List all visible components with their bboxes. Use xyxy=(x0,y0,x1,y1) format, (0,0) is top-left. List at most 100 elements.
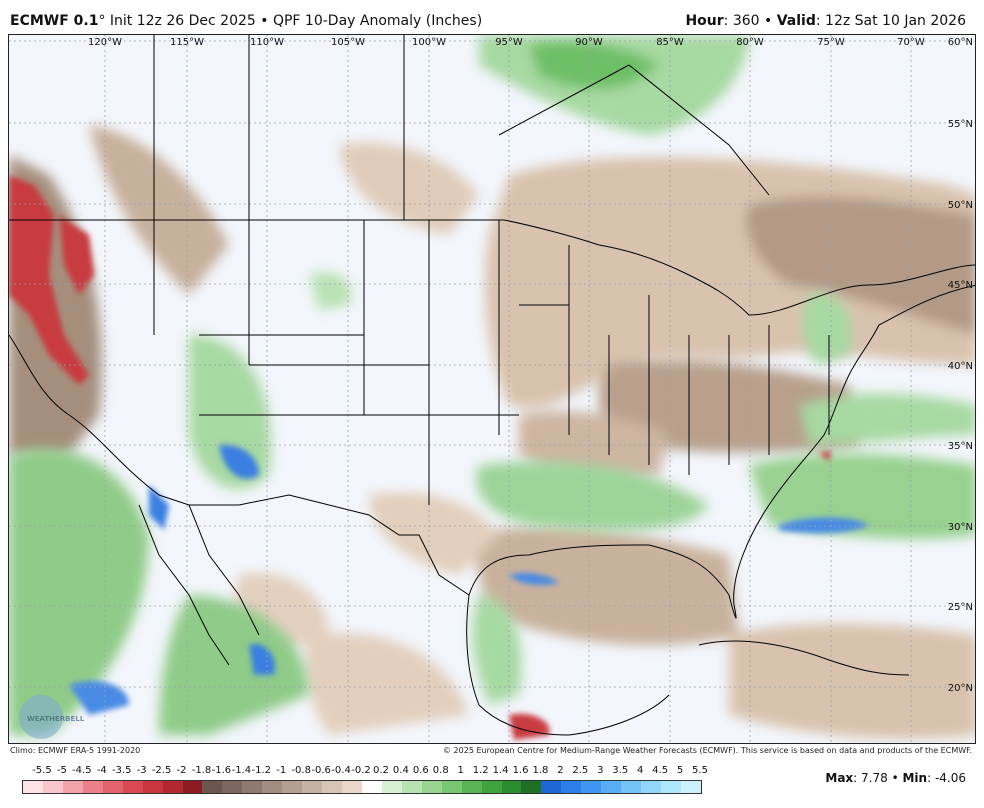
colorbar-tick-label: 5.5 xyxy=(692,765,708,776)
lat-label: 50°N xyxy=(948,200,973,211)
colorbar-swatch xyxy=(441,781,462,793)
colorbar-swatch xyxy=(202,781,223,793)
colorbar-swatch xyxy=(62,781,83,793)
gulf-coastline xyxy=(466,594,670,736)
colorbar-swatch xyxy=(461,781,482,793)
valid-value: : 12z Sat 10 Jan 2026 xyxy=(815,13,966,29)
great-lakes-border xyxy=(503,219,975,316)
canada-province-borders xyxy=(153,35,770,220)
colorbar-swatch xyxy=(282,781,303,793)
graticule xyxy=(9,35,975,743)
lat-label: 35°N xyxy=(948,441,973,452)
lon-label: 115°W xyxy=(170,37,204,48)
colorbar-tick-label: 1 xyxy=(457,765,464,776)
colorbar-tick-label: -5.5 xyxy=(32,765,52,776)
map-panel[interactable]: 120°W 115°W 110°W 105°W 100°W 95°W 90°W … xyxy=(8,34,976,744)
copyright-credit: © 2025 European Centre for Medium-Range … xyxy=(443,746,972,755)
colorbar-tick-label: -0.4 xyxy=(331,765,351,776)
colorbar-swatch xyxy=(142,781,163,793)
colorbar-tick-label: -1 xyxy=(276,765,287,776)
max-label: Max xyxy=(825,771,854,785)
min-label: Min xyxy=(902,771,928,785)
lon-label: 110°W xyxy=(250,37,284,48)
colorbar-tick-label: 1.2 xyxy=(472,765,489,776)
valid-label: Valid xyxy=(776,13,816,29)
colorbar-swatch xyxy=(82,781,103,793)
title-separator: • xyxy=(260,13,269,29)
lon-label: 100°W xyxy=(412,37,446,48)
lon-label: 95°W xyxy=(495,37,523,48)
valid-separator: • xyxy=(764,13,773,29)
cuba-outline xyxy=(698,640,910,676)
colorbar-swatch xyxy=(42,781,63,793)
boundaries xyxy=(9,35,975,736)
colorbar-swatch xyxy=(680,781,701,793)
hour-value: : 360 xyxy=(723,13,760,29)
lon-label: 85°W xyxy=(656,37,684,48)
colorbar-swatch xyxy=(481,781,502,793)
lat-label: 25°N xyxy=(948,602,973,613)
longitude-labels: 120°W 115°W 110°W 105°W 100°W 95°W 90°W … xyxy=(88,37,925,48)
state-borders xyxy=(153,220,830,505)
lon-label: 90°W xyxy=(575,37,603,48)
colorbar-tick-label: 1.6 xyxy=(512,765,529,776)
baja-peninsula xyxy=(138,504,260,666)
colorbar-swatch xyxy=(102,781,123,793)
colorbar-swatch xyxy=(381,781,402,793)
colorbar-tick-label: 0.8 xyxy=(432,765,449,776)
colorbar-tick-label: 5 xyxy=(676,765,684,776)
colorbar-tick-label: 0.2 xyxy=(372,765,389,776)
us-mexico-border xyxy=(9,334,470,596)
degree-symbol: ° xyxy=(98,13,106,29)
lon-label: 105°W xyxy=(331,37,365,48)
wet-anomaly-fields xyxy=(9,35,975,735)
lat-label: 45°N xyxy=(948,280,973,291)
colorbar-tick-label: -2 xyxy=(176,765,187,776)
stats-separator: • xyxy=(891,771,899,785)
colorbar-tick-label: 4 xyxy=(636,765,644,776)
colorbar-swatch xyxy=(242,781,263,793)
init-time: Init 12z 26 Dec 2025 xyxy=(109,13,256,29)
colorbar-swatch xyxy=(23,781,43,793)
colorbar-swatch xyxy=(262,781,283,793)
product-name: QPF 10-Day Anomaly (Inches) xyxy=(272,13,483,29)
colorbar-swatch xyxy=(322,781,342,793)
colorbar-tick-label: 3.5 xyxy=(612,765,629,776)
colorbar-tick-label: -4 xyxy=(96,765,107,776)
colorbar-tick-label: -2.5 xyxy=(151,765,172,776)
intense-anomaly-blobs xyxy=(9,175,869,740)
colorbar-swatch xyxy=(302,781,323,793)
lat-label: 20°N xyxy=(948,683,973,694)
colorbar-swatch xyxy=(342,781,362,793)
colorbar-tick-label: -0.8 xyxy=(291,765,311,776)
colorbar-tick-label: -1.6 xyxy=(211,765,232,776)
colorbar-swatch xyxy=(661,781,681,793)
lat-label: 30°N xyxy=(948,522,973,533)
colorbar-swatch xyxy=(222,781,243,793)
colorbar-tick-label: -0.6 xyxy=(311,765,331,776)
max-min-stats: Max: 7.78 • Min: -4.06 xyxy=(825,771,966,785)
lat-label: 55°N xyxy=(948,119,973,130)
colorbar-swatch xyxy=(521,781,542,793)
lat-label: 60°N xyxy=(948,37,973,48)
lon-label: 70°W xyxy=(897,37,925,48)
colorbar-labels: -5.5 -5 -4.5 -4 -3.5 -3 -2.5 -2 -1.8 -1.6 -1.4 -1.2… xyxy=(22,765,708,777)
model-name: ECMWF 0.1 xyxy=(10,13,99,29)
colorbar-tick-label: -1.8 xyxy=(191,765,212,776)
colorbar-tick-label: 1.4 xyxy=(492,765,509,776)
lon-label: 80°W xyxy=(736,37,764,48)
colorbar-swatch xyxy=(641,781,661,793)
lon-label: 75°W xyxy=(817,37,845,48)
map-title: ECMWF 0.1° Init 12z 26 Dec 2025 • QPF 10… xyxy=(10,13,482,29)
colorbar xyxy=(22,780,702,794)
climo-credit: Climo: ECMWF ERA-5 1991-2020 xyxy=(10,746,141,755)
colorbar-swatch xyxy=(561,781,582,793)
colorbar-tick-label: 4.5 xyxy=(652,765,669,776)
colorbar-swatch xyxy=(541,781,562,793)
colorbar-swatch xyxy=(162,781,183,793)
colorbar-swatch xyxy=(361,781,382,793)
weatherbell-logo: WEATHERBELL xyxy=(19,695,85,739)
max-value: : 7.78 xyxy=(853,771,888,785)
colorbar-swatch xyxy=(581,781,602,793)
colorbar-swatch xyxy=(601,781,622,793)
